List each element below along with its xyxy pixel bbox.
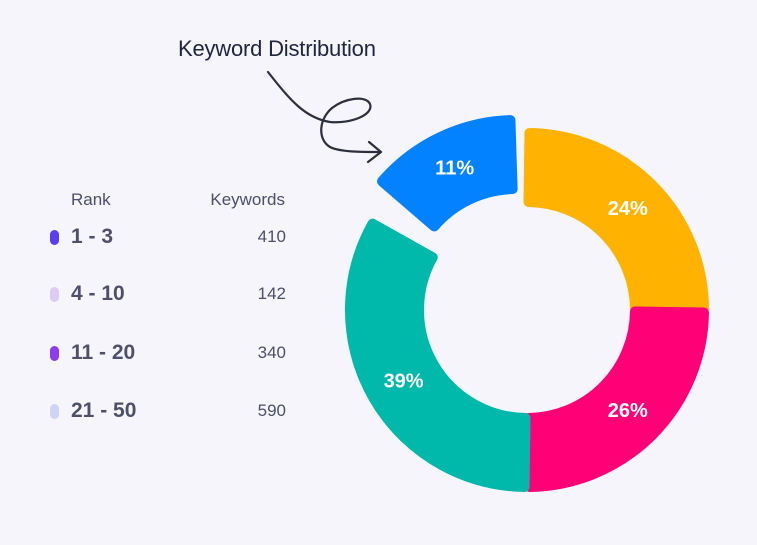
legend-rank-label: 4 - 10 [71,282,125,305]
keywords-column-header: Keywords [210,190,285,209]
legend-keyword-count: 142 [257,284,286,303]
slice-percent-label: 39% [384,370,424,392]
slice-percent-label: 26% [608,400,648,422]
legend-keyword-count: 340 [257,343,286,362]
legend-color-marker [50,230,59,245]
legend-rank-label: 11 - 20 [71,341,136,364]
donut-slice [345,218,531,492]
legend-row-4-10: 4 - 10 142 [50,279,286,309]
legend-keyword-count: 590 [257,401,286,420]
legend-rank-label: 1 - 3 [71,225,114,248]
legend-rank-label: 21 - 50 [71,399,137,422]
rank-column-header: Rank [71,190,111,209]
legend-row-11-20: 11 - 20 340 [50,338,286,368]
legend-row-1-3: 1 - 3 410 [50,222,286,252]
legend-color-marker [50,404,59,419]
donut-slice [377,115,518,232]
legend-keyword-count: 410 [257,227,286,246]
chart-title: Keyword Distribution [178,36,376,61]
legend-color-marker [50,346,59,361]
legend-color-marker [50,287,59,302]
slice-percent-label: 24% [608,198,648,220]
legend-row-21-50: 21 - 50 590 [50,396,286,426]
slice-percent-label: 11% [435,157,474,179]
donut-slice [523,306,709,492]
donut-slice [523,128,709,314]
